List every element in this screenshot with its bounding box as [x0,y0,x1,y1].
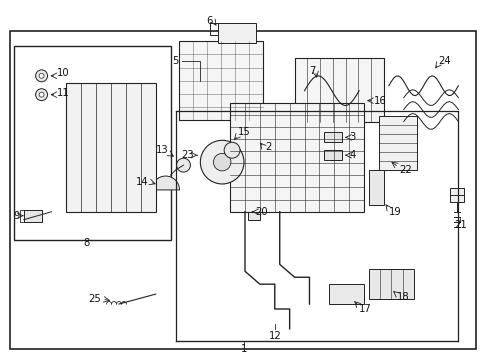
Circle shape [39,73,44,78]
Text: 1: 1 [240,344,247,354]
Text: 7: 7 [309,66,315,76]
Circle shape [213,153,230,171]
Text: 13: 13 [156,145,168,155]
Text: 4: 4 [348,150,355,160]
Circle shape [224,142,240,158]
Text: 8: 8 [83,238,89,248]
Text: 5: 5 [172,56,178,66]
Bar [24,210,41,222]
Text: 2: 2 [264,142,271,152]
Text: 9: 9 [13,211,20,221]
Text: 15: 15 [238,127,250,138]
Text: 25: 25 [88,294,101,304]
Bar [178,41,263,121]
Circle shape [36,70,47,82]
Text: 18: 18 [396,292,408,302]
Bar [378,116,416,170]
Circle shape [39,92,44,97]
Bar [66,83,155,212]
Text: 20: 20 [254,207,267,217]
Bar [230,103,364,212]
Bar [368,269,413,299]
Text: 16: 16 [373,96,386,105]
Text: 24: 24 [438,56,450,66]
Text: 21: 21 [453,220,466,230]
Bar [328,284,364,304]
Bar [247,212,259,220]
Bar [449,188,463,202]
Bar [218,23,255,43]
Wedge shape [151,176,179,190]
Bar [324,150,342,160]
Bar [368,170,383,205]
Bar [14,46,170,239]
Text: 22: 22 [398,165,411,175]
Circle shape [36,89,47,100]
Text: 17: 17 [358,304,371,314]
Bar [294,58,383,122]
Text: 3: 3 [348,132,355,142]
Text: 19: 19 [388,207,401,217]
Circle shape [176,158,190,172]
Text: 12: 12 [268,331,281,341]
Text: 10: 10 [56,68,69,78]
Text: 23: 23 [181,150,193,160]
Text: 11: 11 [56,88,69,98]
Bar [10,31,475,349]
Bar [324,132,342,142]
Text: 6: 6 [205,16,212,26]
Circle shape [200,140,244,184]
Text: 14: 14 [136,177,148,187]
